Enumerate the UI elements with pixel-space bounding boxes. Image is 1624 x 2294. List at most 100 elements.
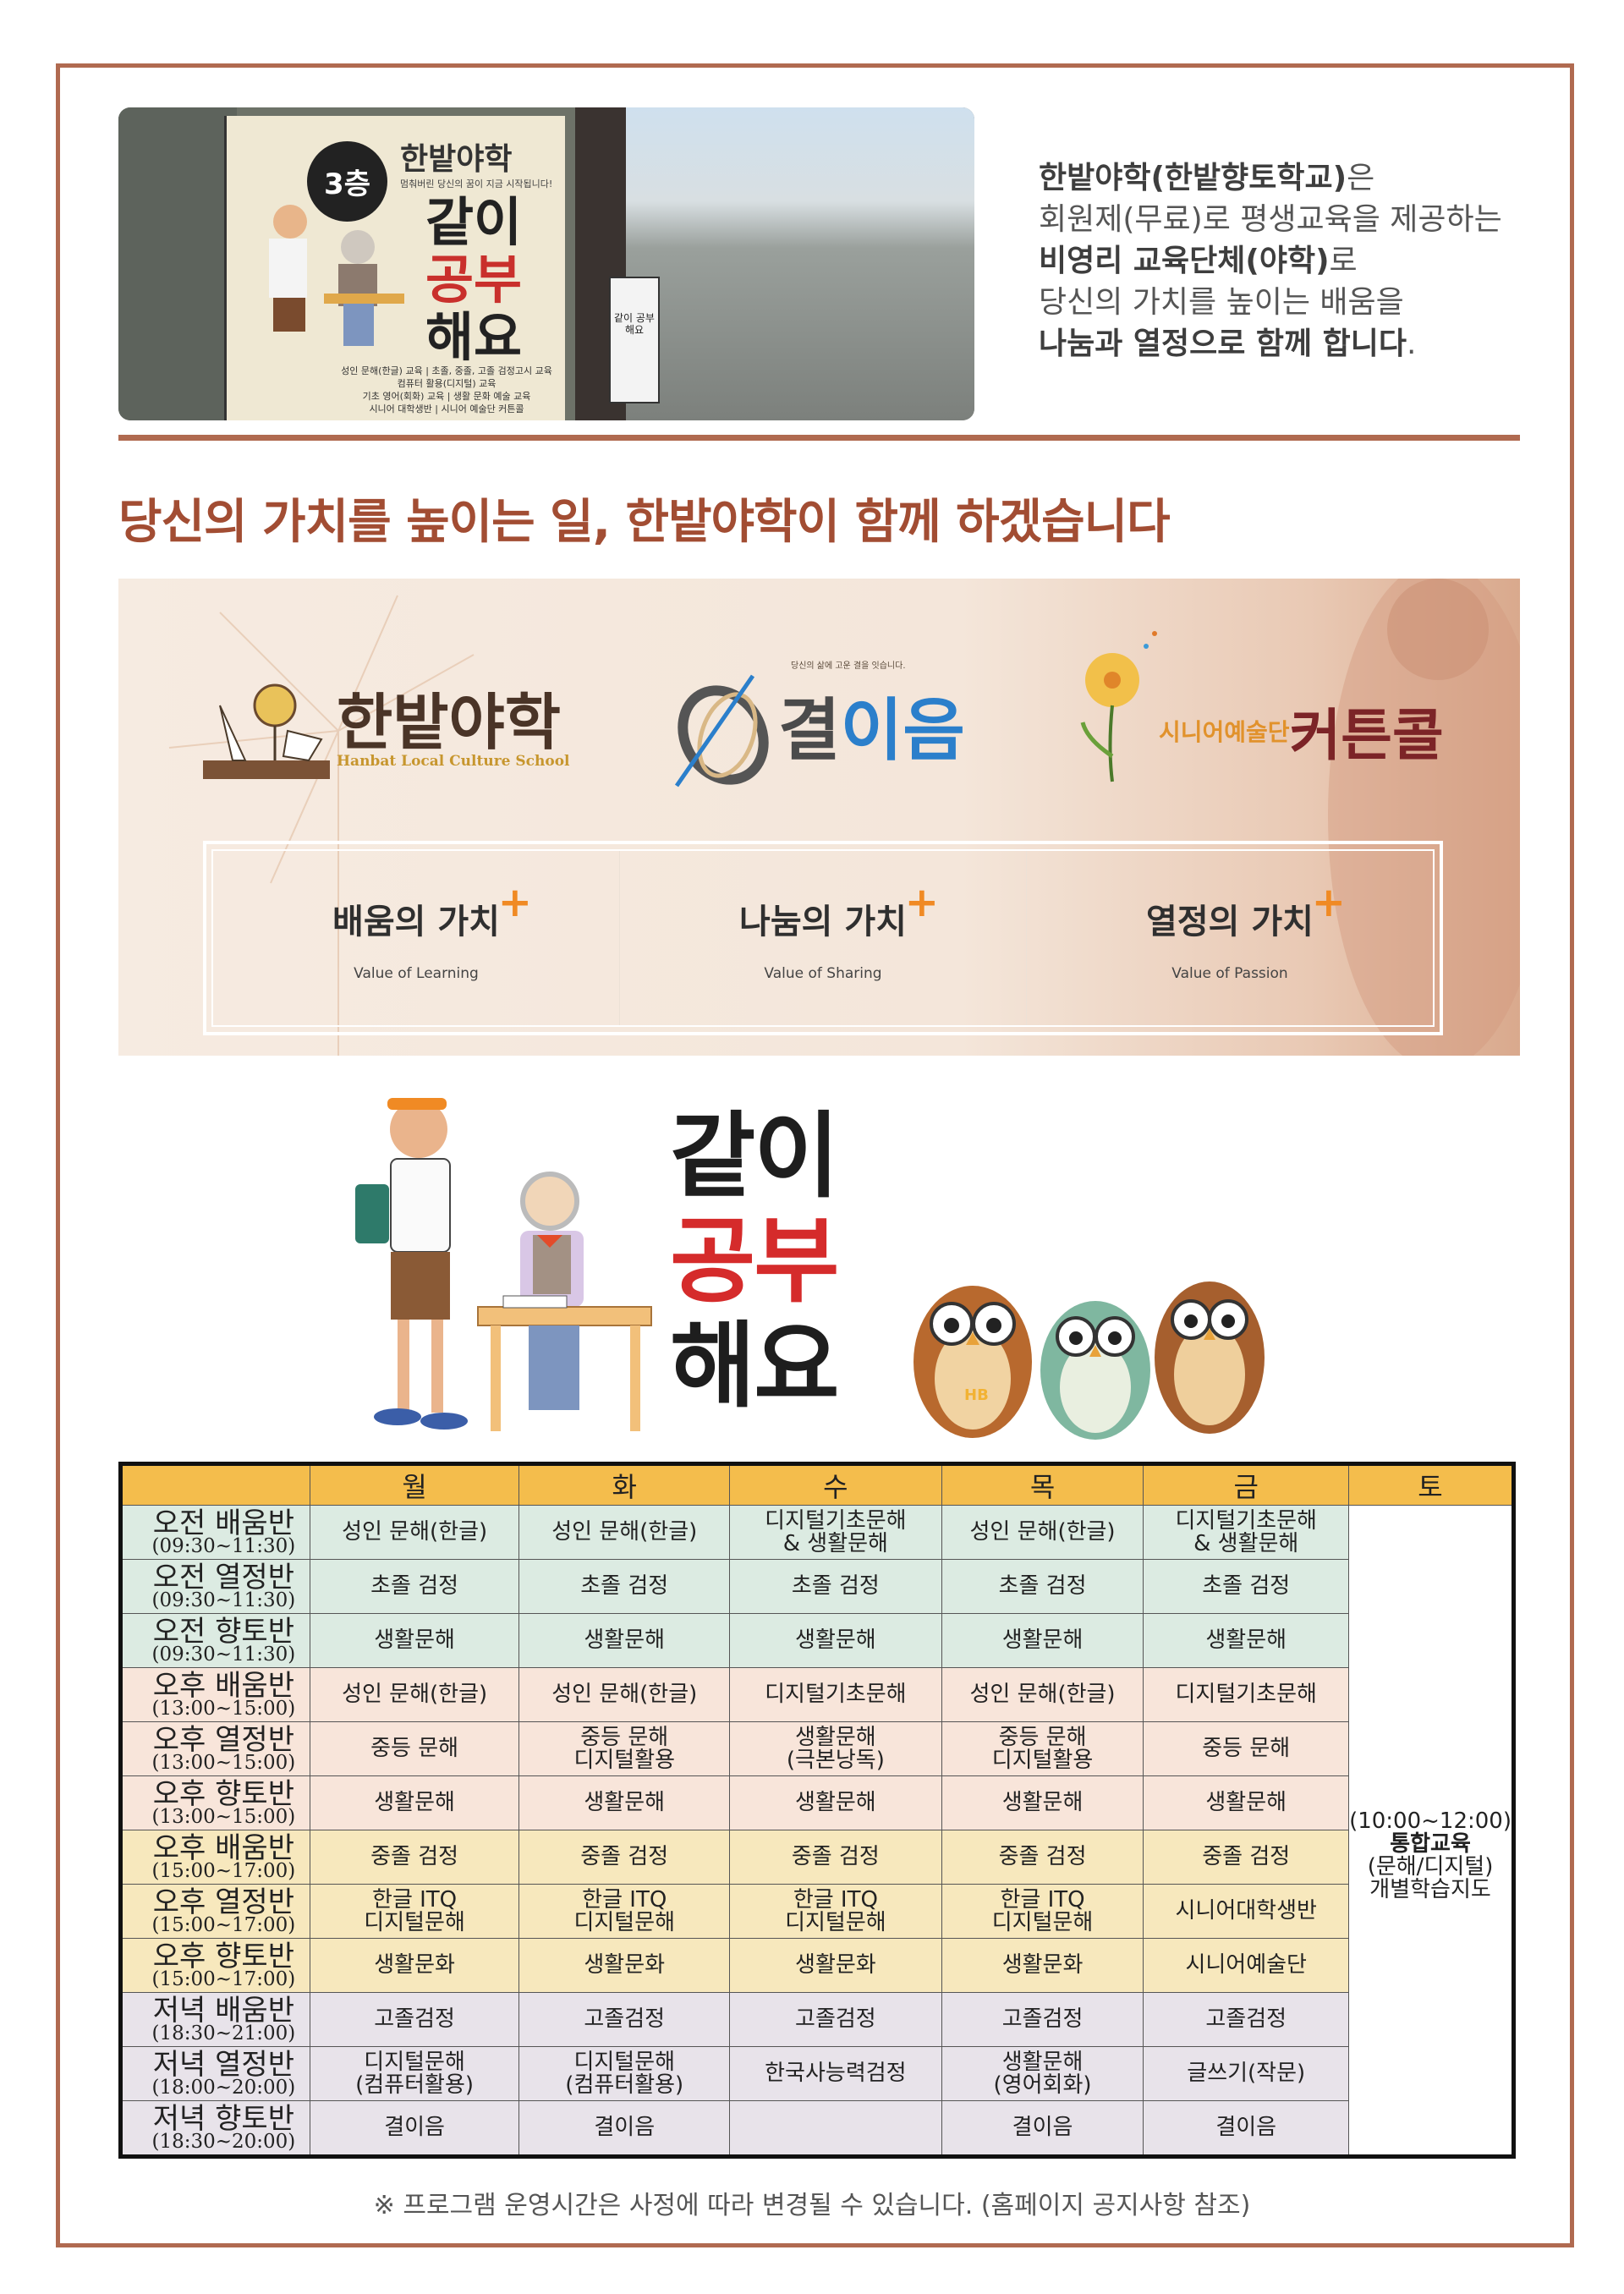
schedule-cell: 성인 문해(한글) <box>941 1505 1144 1560</box>
banner-line: 성인 문해(한글) 교육 | 초졸, 중졸, 고졸 검정고시 교육 <box>341 365 552 376</box>
schedule-cell: 생활문해 <box>518 1775 731 1830</box>
curtain-call-title: 커튼콜 <box>1289 703 1444 768</box>
schedule-cell: 생활문화 <box>941 1938 1144 1993</box>
class-name: 오전 열정반 <box>152 1560 294 1594</box>
schedule-cell: 고졸검정 <box>729 1992 942 2047</box>
schedule-row: 저녁 열정반 (18:00~20:00) 디지털문해 (컴퓨터활용) 디지털문해 (컴… <box>120 2046 1514 2101</box>
schedule-cell: 생활문화 <box>729 1938 942 1993</box>
class-time: (09:30~11:30) <box>151 1643 296 1666</box>
schedule-cell: 성인 문해(한글) <box>941 1667 1144 1722</box>
intro-bold: 비영리 교육단체(야학) <box>1039 244 1330 278</box>
value-title: 배움의 가치 <box>332 903 500 941</box>
value-sharing: 나눔의 가치 + Value of Sharing <box>620 851 1027 1025</box>
class-name: 저녁 향토반 <box>152 2101 294 2136</box>
class-label: 오전 향토반 (09:30~11:30) <box>120 1613 310 1668</box>
schedule-cell: 고졸검정 <box>1143 1992 1350 2047</box>
banner-line: 시니어 대학생반 | 시니어 예술단 커튼콜 <box>369 403 524 414</box>
study-text-line: 같이 <box>670 1102 839 1210</box>
schedule-row: 오전 배움반 (09:30~11:30) 성인 문해(한글) 성인 문해(한글) 디지털… <box>120 1505 1514 2157</box>
value-title: 열정의 가치 <box>1146 903 1314 941</box>
schedule-cell: 성인 문해(한글) <box>518 1667 731 1722</box>
saturday-title: 통합교육 <box>1390 1830 1471 1857</box>
banner-subtitle: 멈춰버린 당신의 꿈이 지금 시작됩니다! <box>400 178 553 189</box>
schedule-cell: 성인 문해(한글) <box>518 1505 731 1560</box>
corner-cell <box>120 1463 310 1506</box>
dandelion-background <box>168 579 1520 1056</box>
banner-big-line: 해요 <box>425 306 523 368</box>
schedule-row: 저녁 배움반 (18:30~21:00) 고졸검정 고졸검정 고졸검정 고졸검정 고졸검정 <box>120 1992 1514 2047</box>
banner-course-list: 성인 문해(한글) 교육 | 초졸, 중졸, 고졸 검정고시 교육 컴퓨터 활용… <box>277 365 616 415</box>
schedule-cell: 결이음 <box>309 2100 520 2157</box>
class-label: 오후 배움반 (13:00~15:00) <box>120 1667 310 1722</box>
class-time: (09:30~11:30) <box>151 1589 296 1611</box>
schedule-cell: 결이음 <box>1143 2100 1350 2157</box>
schedule-cell: 결이음 <box>518 2100 731 2157</box>
intro-text: 한밭야학(한밭향토학교)은 회원제(무료)로 평생교육을 제공하는 비영리 교육… <box>1039 157 1502 365</box>
section-divider <box>118 435 1520 441</box>
banner-line: 기초 영어(회화) 교육 | 생활 문화 예술 교육 <box>362 391 531 402</box>
class-name: 저녁 배움반 <box>152 1993 294 2028</box>
schedule-cell: 글쓰기(작문) <box>1143 2046 1350 2101</box>
schedule-row: 오후 향토반 (13:00~15:00) 생활문해 생활문해 생활문해 생활문해 생활문해 <box>120 1775 1514 1830</box>
schedule-cell: 초졸 검정 <box>729 1559 942 1614</box>
schedule-cell: 생활문해 <box>941 1613 1144 1668</box>
class-time: (09:30~11:30) <box>151 1534 296 1557</box>
schedule-cell: 디지털문해 (컴퓨터활용) <box>518 2046 731 2101</box>
schedule-cell: 한글 ITQ 디지털문해 <box>729 1884 942 1939</box>
schedule-cell: 생활문해 <box>309 1613 520 1668</box>
hanbat-logo-title: 한밭야학 <box>337 687 561 758</box>
schedule-cell: 생활문해 <box>1143 1775 1350 1830</box>
weekly-schedule-table: 월 화 수 목 금 토 오전 배움반 (09:30~11:30) 성인 문해(한글)… <box>118 1462 1516 2159</box>
people-studying-illustration <box>355 1098 652 1431</box>
schedule-row: 오후 향토반 (15:00~17:00) 생활문화 생활문화 생활문화 생활문화 시니어예술… <box>120 1938 1514 1993</box>
day-header: 금 <box>1143 1463 1350 1506</box>
schedule-cell <box>729 2100 942 2157</box>
class-name: 오전 향토반 <box>152 1614 294 1649</box>
schedule-cell: 고졸검정 <box>941 1992 1144 2047</box>
class-time: (18:30~21:00) <box>151 2022 296 2044</box>
class-label: 오후 배움반 (15:00~17:00) <box>120 1830 310 1885</box>
gyeol-ieum-title-a: 결 <box>778 691 841 770</box>
banner-big-line: 같이 <box>425 191 523 253</box>
page-frame <box>56 63 1574 2247</box>
class-name: 오후 열정반 <box>152 1885 294 1919</box>
schedule-cell: 디지털기초문해 <box>1143 1667 1350 1722</box>
saturday-time: (10:00~12:00) <box>1349 1808 1512 1834</box>
class-label: 저녁 배움반 (18:30~21:00) <box>120 1992 310 2047</box>
schedule-cell: 고졸검정 <box>309 1992 520 2047</box>
photo-street <box>626 107 974 420</box>
class-label: 저녁 향토반 (18:30~20:00) <box>120 2100 310 2157</box>
schedule-row: 오후 열정반 (15:00~17:00) 한글 ITQ 디지털문해 한글 ITQ 디지… <box>120 1884 1514 1939</box>
schedule-cell: 시니어대학생반 <box>1143 1884 1350 1939</box>
dandelion-book-icon <box>203 683 330 779</box>
intro-text-span: 은 <box>1347 161 1375 195</box>
photo-wall <box>118 107 237 420</box>
schedule-cell: 중졸 검정 <box>309 1830 520 1885</box>
class-time: (18:30~20:00) <box>151 2130 296 2153</box>
class-time: (15:00~17:00) <box>151 1859 296 1882</box>
values-box: 배움의 가치 + Value of Learning 나눔의 가치 + Value … <box>203 841 1443 1035</box>
day-header: 토 <box>1348 1463 1514 1506</box>
schedule-cell: 중등 문해 <box>309 1721 520 1776</box>
schedule-cell: 초졸 검정 <box>1143 1559 1350 1614</box>
storefront-photo: 3층 한밭야학 멈춰버린 당신의 꿈이 지금 시작됩니다! 같이 공부 해요 성… <box>118 107 974 420</box>
hanbat-logo-subtitle: Hanbat Local Culture School <box>337 753 570 770</box>
schedule-cell: 생활문해 <box>518 1613 731 1668</box>
banner-title: 한밭야학 <box>400 142 513 177</box>
knot-needle-icon <box>674 674 769 788</box>
schedule-cell: 디지털기초문해 & 생활문해 <box>729 1505 942 1560</box>
owl-badge: HB <box>964 1386 989 1404</box>
schedule-cell: 한글 ITQ 디지털문해 <box>941 1884 1144 1939</box>
schedule-cell: 초졸 검정 <box>518 1559 731 1614</box>
gyeol-ieum-tagline: 당신의 삶에 고운 결을 잇습니다. <box>791 661 906 671</box>
schedule-cell: 한글 ITQ 디지털문해 <box>518 1884 731 1939</box>
study-together-illustration: 같이 공부 해요 HB <box>338 1074 1311 1446</box>
schedule-row: 오전 향토반 (09:30~11:30) 생활문해 생활문해 생활문해 생활문해 생활문해 <box>120 1613 1514 1668</box>
schedule-cell: 한글 ITQ 디지털문해 <box>309 1884 520 1939</box>
curtain-call-prefix: 시니어예술단 <box>1159 718 1290 746</box>
schedule-cell: 중졸 검정 <box>1143 1830 1350 1885</box>
schedule-cell: 초졸 검정 <box>309 1559 520 1614</box>
schedule-header-row: 월 화 수 목 금 토 <box>120 1463 1514 1506</box>
value-learning: 배움의 가치 + Value of Learning <box>213 851 620 1025</box>
class-label: 오전 배움반 (09:30~11:30) <box>120 1505 310 1560</box>
